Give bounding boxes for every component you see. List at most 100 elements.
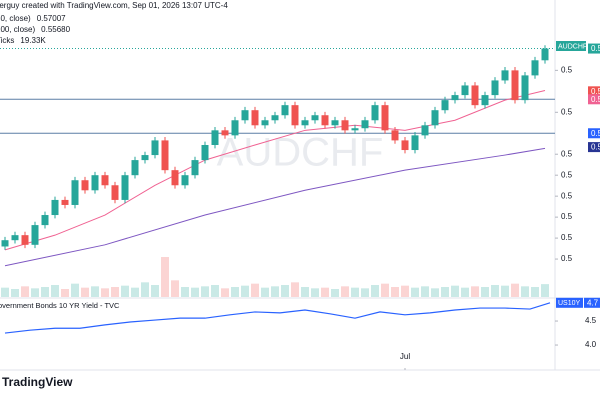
candle-body [161, 140, 169, 171]
candle-body [331, 120, 339, 126]
price-badge-bg [588, 94, 600, 105]
price-badge: 0.5 [591, 44, 600, 53]
candle-body [261, 120, 269, 126]
price-badge: 0.5 [591, 95, 600, 104]
candle-body [91, 175, 99, 191]
volume-bar [321, 287, 329, 297]
volume-bar [191, 287, 199, 297]
candle-body [361, 120, 369, 129]
candle-body [381, 105, 389, 131]
volume-bar [381, 283, 389, 297]
volume-bar [541, 284, 549, 297]
y-tick-label: 4.0 [585, 340, 597, 349]
volume-bar [111, 287, 119, 297]
price-badge: 0.5 [591, 143, 600, 152]
volume-bar [531, 287, 539, 297]
price-badge: 4.7 [587, 298, 599, 307]
candle-body [431, 110, 439, 126]
candle-body [201, 145, 209, 161]
yield-line [4, 302, 551, 334]
candle-body [481, 95, 489, 106]
volume-bar [201, 286, 209, 297]
candle-body [51, 199, 59, 216]
candle-body [71, 180, 79, 205]
volume-bar [141, 282, 149, 297]
candle-body [271, 115, 279, 121]
volume-bar [261, 287, 269, 297]
logo: TradingView [2, 375, 73, 389]
symbol-badge: AUDCHF [558, 43, 587, 50]
candle-body [311, 115, 319, 121]
volume-bar [521, 286, 529, 297]
watermark: AUDCHF [217, 131, 384, 175]
candle-body [131, 160, 139, 176]
volume-bar [401, 285, 409, 297]
candle-body [401, 140, 409, 151]
volume-bar [81, 287, 89, 297]
volume-bar [361, 288, 369, 297]
volume-bar [461, 287, 469, 297]
candle-body [181, 175, 189, 186]
volume-bar [131, 287, 139, 297]
candle-body [101, 175, 109, 186]
candle-body [81, 180, 89, 191]
volume-bar [11, 289, 19, 297]
candle-body [61, 199, 69, 205]
candle-body [121, 175, 129, 200]
volume-bar [481, 287, 489, 297]
price-badge-bg [588, 142, 600, 153]
candle-body [341, 120, 349, 131]
study-name: 200, close) [0, 25, 35, 34]
volume-bar [161, 257, 169, 297]
candle-body [371, 105, 379, 121]
candle-body [211, 130, 219, 145]
price-badge: 0.5 [591, 87, 600, 96]
y-tick-label: 0.5 [561, 233, 573, 242]
candle-body [291, 105, 299, 126]
candle-body [471, 85, 479, 106]
candle-body [321, 115, 329, 126]
candle-body [141, 155, 149, 161]
candle-body [511, 70, 519, 101]
candle-body [391, 130, 399, 141]
candle-body [151, 140, 159, 156]
credit: Serguy created with TradingView.com, Sep… [0, 1, 228, 10]
candle-body [421, 125, 429, 136]
candle-body [441, 100, 449, 111]
volume-bar [281, 285, 289, 297]
y-tick-label: 0.5 [561, 191, 573, 200]
candle-body [31, 225, 39, 245]
study-name: 50, close) [0, 14, 31, 23]
volume-bar [411, 287, 419, 297]
volume-bar [441, 287, 449, 297]
volume-bar [171, 280, 179, 297]
volume-bar [431, 288, 439, 297]
y-tick-label: 0.5 [561, 107, 573, 116]
volume-bar [231, 287, 239, 297]
volume-bar [41, 287, 49, 297]
moving-average [4, 147, 546, 267]
candle-body [461, 85, 469, 96]
volume-bar [151, 285, 159, 297]
moving-average [4, 89, 546, 251]
volume-bar [1, 287, 9, 297]
x-tick-label: Jul [400, 352, 410, 361]
volume-bar [271, 286, 279, 297]
candle-body [241, 110, 249, 121]
y-tick-label: 4.5 [585, 316, 597, 325]
volume-bar [121, 285, 129, 297]
volume-bar [471, 286, 479, 297]
y-tick-label: 0.5 [561, 212, 573, 221]
volume-bar [501, 285, 509, 297]
price-badge: 0.5 [591, 129, 600, 138]
volume-bar [311, 288, 319, 297]
candle-body [301, 120, 309, 126]
y-tick-label: 0.5 [561, 170, 573, 179]
volume-bar [451, 285, 459, 297]
candle-body [531, 60, 539, 76]
candle-body [41, 215, 49, 226]
volume-bar [61, 289, 69, 297]
candle-body [491, 80, 499, 96]
candle-body [251, 110, 259, 126]
